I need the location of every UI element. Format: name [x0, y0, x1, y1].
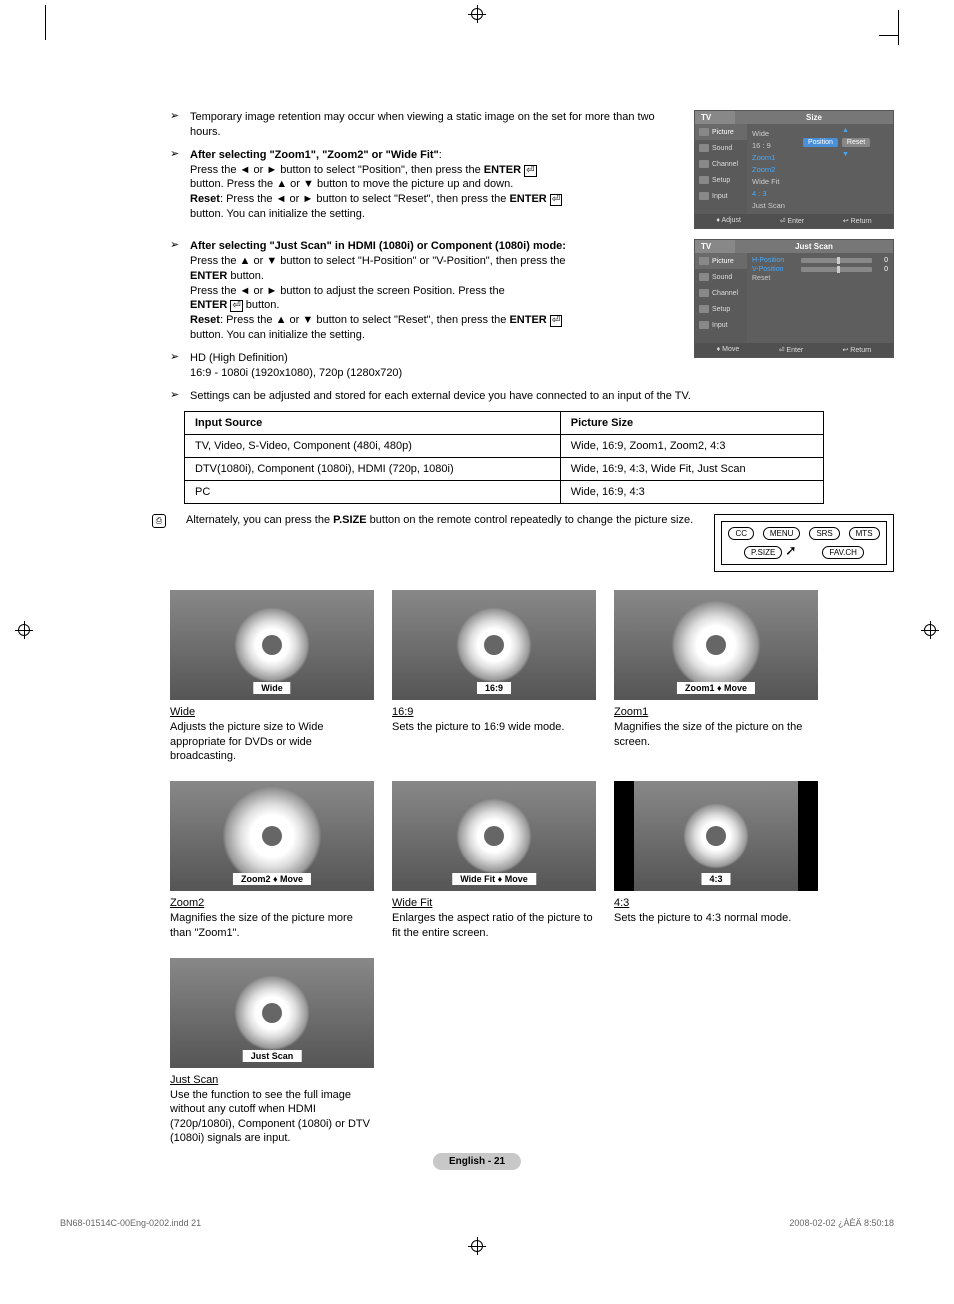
remote-button: SRS [809, 527, 839, 540]
bullet-item: ➢ Temporary image retention may occur wh… [170, 110, 679, 140]
bullet-item: ➢ Settings can be adjusted and stored fo… [170, 389, 894, 404]
osd-footer: ♦ Move ⏎ Enter ↩ Return [695, 343, 893, 357]
pic-label: Wide Fit ♦ Move [452, 873, 536, 885]
pointer-arrow-icon: ➚ [785, 542, 797, 559]
mode-desc: Magnifies the size of the picture more t… [170, 911, 374, 940]
mode-title: Just Scan [170, 1074, 374, 1086]
body-text: HD (High Definition) 16:9 - 1080i (1920x… [190, 351, 679, 381]
osd-sidebar: Picture Sound Channel Setup Input [695, 124, 747, 214]
remote-button: CC [728, 527, 754, 540]
mode-desc: Adjusts the picture size to Wide appropr… [170, 720, 374, 763]
table-cell: TV, Video, S-Video, Component (480i, 480… [185, 435, 561, 458]
table-cell: PC [185, 481, 561, 504]
enter-icon: ⏎ [524, 165, 536, 177]
page-number-badge: English - 21 [433, 1153, 521, 1170]
mode-title: Zoom2 [170, 897, 374, 909]
table-cell: Wide, 16:9, Zoom1, Zoom2, 4:3 [560, 435, 823, 458]
pic-label: 4:3 [701, 873, 730, 885]
mode-title: Wide Fit [392, 897, 596, 909]
body-text: Settings can be adjusted and stored for … [190, 389, 894, 404]
table-cell: Wide, 16:9, 4:3, Wide Fit, Just Scan [560, 458, 823, 481]
remote-button: FAV.CH [822, 546, 864, 559]
mode-desc: Enlarges the aspect ratio of the picture… [392, 911, 596, 940]
pic-label: 16:9 [477, 682, 511, 694]
mode-wide: Wide Wide Adjusts the picture size to Wi… [170, 590, 374, 763]
table-header: Picture Size [560, 412, 823, 435]
body-text: After selecting "Just Scan" in HDMI (108… [190, 239, 679, 343]
remote-icon: ⎙ [152, 514, 166, 528]
remote-illustration: CC MENU SRS MTS P.SIZE FAV.CH ➚ [714, 514, 894, 572]
mode-16-9: 16:9 16:9 Sets the picture to 16:9 wide … [392, 590, 596, 763]
table-cell: Wide, 16:9, 4:3 [560, 481, 823, 504]
osd-tv-label: TV [695, 240, 735, 253]
pic-label: Just Scan [243, 1050, 302, 1062]
mode-zoom2: Zoom2 ♦ Move Zoom2 Magnifies the size of… [170, 781, 374, 940]
pic-label: Zoom2 ♦ Move [233, 873, 311, 885]
mode-desc: Use the function to see the full image w… [170, 1088, 374, 1145]
enter-icon: ⏎ [550, 315, 562, 327]
mode-title: 4:3 [614, 897, 818, 909]
pic-label: Wide [253, 682, 290, 694]
osd-title: Just Scan [735, 240, 893, 253]
body-text: Alternately, you can press the P.SIZE bu… [186, 514, 694, 526]
bullet-item: ➢ HD (High Definition) 16:9 - 1080i (192… [170, 351, 679, 381]
input-picture-table: Input SourcePicture Size TV, Video, S-Vi… [184, 411, 824, 504]
table-cell: DTV(1080i), Component (1080i), HDMI (720… [185, 458, 561, 481]
osd-position-button: Position [803, 138, 838, 147]
pic-label: Zoom1 ♦ Move [677, 682, 755, 694]
mode-widefit: Wide Fit ♦ Move Wide Fit Enlarges the as… [392, 781, 596, 940]
mode-title: 16:9 [392, 706, 596, 718]
enter-icon: ⏎ [230, 300, 242, 312]
osd-justscan-menu: TV Just Scan Picture Sound Channel Setup… [694, 239, 894, 358]
mode-zoom1: Zoom1 ♦ Move Zoom1 Magnifies the size of… [614, 590, 818, 763]
osd-size-menu: TV Size Picture Sound Channel Setup Inpu… [694, 110, 894, 229]
table-header: Input Source [185, 412, 561, 435]
print-footer: BN68-01514C-00Eng-0202.indd 21 2008-02-0… [0, 1218, 954, 1228]
footer-file: BN68-01514C-00Eng-0202.indd 21 [60, 1218, 201, 1228]
mode-title: Zoom1 [614, 706, 818, 718]
remote-button: MENU [763, 527, 801, 540]
osd-sidebar: Picture Sound Channel Setup Input [695, 253, 747, 343]
bullet-item: ➢ After selecting "Just Scan" in HDMI (1… [170, 239, 679, 343]
mode-justscan: Just Scan Just Scan Use the function to … [170, 958, 374, 1145]
osd-tv-label: TV [695, 111, 735, 124]
mode-4-3: 4:3 4:3 Sets the picture to 4:3 normal m… [614, 781, 818, 940]
body-text: Temporary image retention may occur when… [190, 110, 679, 140]
mode-desc: Sets the picture to 4:3 normal mode. [614, 911, 818, 925]
osd-footer: ♦ Adjust ⏎ Enter ↩ Return [695, 214, 893, 228]
body-text: After selecting "Zoom1", "Zoom2" or "Wid… [190, 148, 679, 222]
footer-timestamp: 2008-02-02 ¿ÀÈÄ 8:50:18 [789, 1218, 894, 1228]
osd-reset-button: Reset [842, 138, 870, 147]
osd-title: Size [735, 111, 893, 124]
picture-mode-grid: Wide Wide Adjusts the picture size to Wi… [170, 590, 894, 1145]
mode-desc: Sets the picture to 16:9 wide mode. [392, 720, 596, 734]
bullet-item: ➢ After selecting "Zoom1", "Zoom2" or "W… [170, 148, 679, 222]
mode-desc: Magnifies the size of the picture on the… [614, 720, 818, 749]
remote-button: P.SIZE [744, 546, 782, 559]
remote-button: MTS [849, 527, 880, 540]
mode-title: Wide [170, 706, 374, 718]
enter-icon: ⏎ [550, 194, 562, 206]
